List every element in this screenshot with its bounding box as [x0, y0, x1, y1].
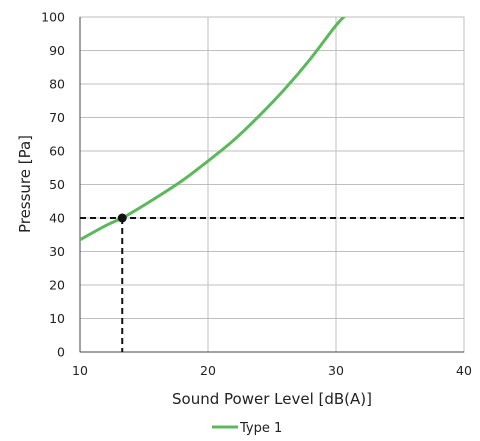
x-tick-label: 30: [328, 363, 344, 378]
y-tick-label: 10: [49, 311, 65, 326]
marker-layer: [117, 213, 127, 223]
x-tick-label: 40: [456, 363, 472, 378]
x-tick-label: 10: [72, 363, 88, 378]
x-tick-label: 20: [200, 363, 216, 378]
y-tick-label: 30: [49, 244, 65, 259]
y-tick-label: 40: [49, 211, 65, 226]
series-line-type-1: [80, 17, 346, 242]
grid-layer: [80, 17, 464, 352]
x-axis-title: Sound Power Level [dB(A)]: [172, 390, 372, 408]
y-tick-label: 0: [57, 345, 65, 360]
reference-lines: [80, 217, 464, 352]
y-tick-label: 20: [49, 278, 65, 293]
x-tick-labels: 10 20 30 40: [72, 363, 472, 378]
y-tick-label: 100: [41, 10, 65, 25]
legend: Type 1: [212, 421, 282, 436]
y-tick-label: 70: [49, 110, 65, 125]
y-tick-label: 60: [49, 144, 65, 159]
highlight-point-marker: [117, 213, 127, 223]
series-layer: [80, 17, 346, 242]
y-tick-label: 90: [49, 43, 65, 58]
y-tick-label: 80: [49, 77, 65, 92]
plot-frame: [79, 16, 465, 353]
legend-label-type-1: Type 1: [239, 421, 282, 436]
y-tick-label: 50: [49, 177, 65, 192]
y-tick-labels: 0 10 20 30 40 50 60 70 80 90 100: [41, 10, 65, 360]
y-axis-title: Pressure [Pa]: [16, 135, 34, 233]
